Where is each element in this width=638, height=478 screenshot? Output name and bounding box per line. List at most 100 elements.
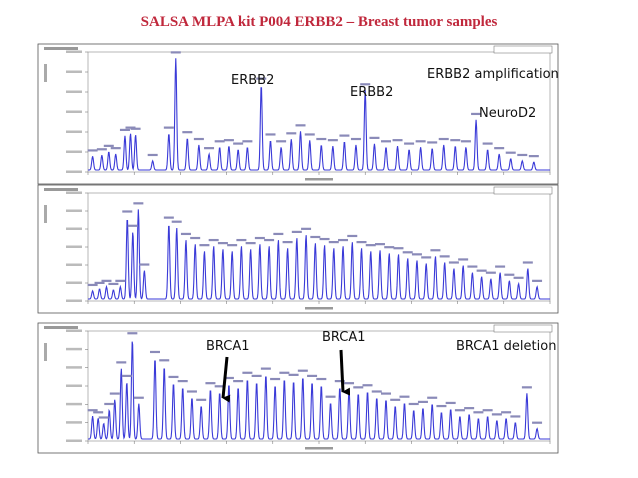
x-axis-label-placeholder [305,307,333,310]
peak-label [522,261,533,264]
peak-label [450,139,461,142]
peak-label [521,386,532,389]
trace-line [88,209,550,300]
peak-label [307,374,318,377]
peak-label [110,147,121,150]
y-tick-label-placeholder [66,384,82,387]
peak-label [96,148,107,151]
peak-label [344,382,355,385]
peak-label [94,281,105,284]
plot-area [87,192,551,302]
peak-label [404,142,415,145]
peak-label [528,155,539,158]
peak-label [242,140,253,143]
peak-label [295,124,306,127]
peak-label [458,258,469,261]
peak-label [464,407,475,410]
peak-label [327,139,338,142]
peak-label [467,265,478,268]
peak-label [233,142,244,145]
peak-label [270,377,281,381]
y-tick-label-placeholder [66,227,82,230]
peak-label [380,140,391,143]
panel-sample-box [493,45,553,54]
peak-label [208,238,219,242]
peak-label [109,392,120,395]
panel-header-text [44,326,78,329]
peak-label [233,380,244,383]
peak-label [353,386,364,389]
y-tick-label-placeholder [66,347,82,351]
y-tick-label-placeholder [66,170,82,173]
peak-label [491,413,502,416]
peak-label [374,243,385,246]
peak-label [402,251,413,254]
panel-header-text [44,47,78,50]
peak-label [251,374,262,377]
peak-label [392,139,403,142]
peak-label [369,136,380,139]
y-axis-label-placeholder [44,64,47,82]
peak-label [127,224,138,227]
peak-label [532,279,543,282]
peak-label [286,132,297,135]
peak-label [325,395,336,398]
peak-label [139,263,150,266]
peak-label [168,375,179,379]
peak-label [127,332,138,335]
peak-label [122,210,133,213]
peak-label [182,131,193,134]
peak-label [264,238,275,242]
peak-label [356,241,367,244]
peak-label [288,373,299,376]
y-tick-label-placeholder [66,209,82,212]
peak-label [217,242,228,245]
peak-label [430,249,441,252]
peak-label [149,350,160,354]
peak-label [242,371,253,374]
peak-label [482,142,493,145]
slide-title: SALSA MLPA kit P004 ERBB2 – Breast tumor… [140,14,498,30]
peak-label [98,416,109,419]
peak-label [227,244,238,247]
peak-label [297,369,308,372]
peak-label [427,141,438,144]
peak-label [196,398,207,401]
peak-label [408,402,419,406]
peak-label [199,244,210,247]
arrow-brca1-right [339,349,351,396]
y-tick-label-placeholder [66,150,82,153]
peak-label [301,227,312,230]
peak-label [476,269,487,272]
peak-label [334,380,345,383]
peak-label [513,276,524,279]
peak-label [236,238,247,242]
panel-header-text [44,188,78,191]
peak-label [350,137,361,141]
peak-label [223,376,234,380]
x-axis-label-placeholder [305,447,333,450]
y-tick-label-placeholder [66,70,82,73]
peak-label [104,402,115,406]
peak-label [214,140,225,143]
y-tick-label-placeholder [66,191,82,194]
y-axis-label-placeholder [44,205,47,223]
peak-label [265,133,276,136]
peak-label [119,128,130,131]
peak-label [147,153,158,157]
peak-label [445,401,456,405]
peak-label [87,283,98,287]
peak-label [205,382,216,385]
peak-label [133,202,144,205]
peak-label [371,390,382,393]
peak-label [170,51,181,54]
annotation-erbb2-amplification: ERBB2 amplification [427,67,559,82]
peak-label [517,153,528,157]
y-tick-label-placeholder [66,366,82,369]
peak-label [273,232,284,236]
peak-label [505,151,516,154]
y-tick-label-placeholder [66,281,82,284]
peak-label [304,133,315,136]
peak-label [223,139,234,142]
